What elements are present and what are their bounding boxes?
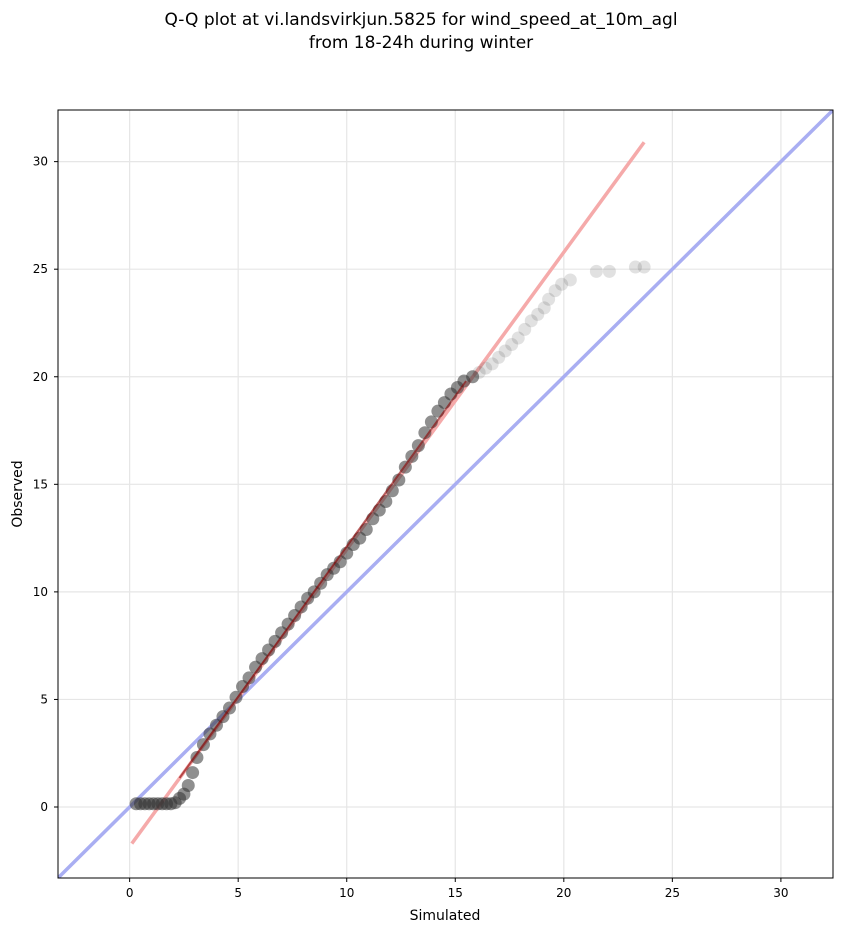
data-point (637, 260, 651, 274)
data-point (563, 273, 577, 287)
data-point (531, 307, 545, 321)
data-point (492, 350, 506, 364)
grid-lines (58, 110, 833, 878)
data-point (242, 671, 256, 685)
y-tick-label: 15 (33, 477, 48, 491)
data-point (589, 264, 603, 278)
data-point (505, 337, 519, 351)
x-tick-label: 0 (126, 886, 134, 900)
data-point (190, 751, 204, 765)
data-point (359, 522, 373, 536)
chart-title-line2: from 18-24h during winter (309, 33, 533, 53)
fit-line-overlay (178, 380, 467, 779)
data-point (418, 426, 432, 440)
data-point (542, 292, 556, 306)
data-point (186, 766, 200, 780)
data-point (518, 322, 532, 336)
data-point (498, 344, 512, 358)
y-tick-label: 30 (33, 155, 48, 169)
data-point (466, 370, 480, 384)
y-tick-label: 0 (40, 800, 48, 814)
plot-area (58, 110, 833, 878)
x-tick-label: 15 (448, 886, 463, 900)
data-point (548, 284, 562, 298)
data-point (537, 301, 551, 315)
x-tick-label: 30 (773, 886, 788, 900)
identity-line (58, 110, 833, 878)
y-tick-label: 10 (33, 585, 48, 599)
x-tick-label: 20 (556, 886, 571, 900)
data-point (602, 264, 616, 278)
y-axis-label: Observed (10, 460, 26, 527)
data-point (628, 260, 642, 274)
data-point (181, 778, 195, 792)
data-point (524, 314, 538, 328)
y-tick-label: 5 (40, 692, 48, 706)
data-point (511, 331, 525, 345)
data-point (479, 361, 493, 375)
data-point (472, 365, 486, 379)
axis-ticks: 0 5 10 15 20 25 30 0 5 10 15 20 25 30 (33, 155, 789, 900)
x-tick-label: 10 (339, 886, 354, 900)
x-tick-label: 5 (234, 886, 242, 900)
chart-title-line1: Q-Q plot at vi.landsvirkjun.5825 for win… (164, 10, 677, 30)
data-point (392, 473, 406, 487)
x-tick-label: 25 (665, 886, 680, 900)
data-point (555, 277, 569, 291)
y-tick-label: 20 (33, 370, 48, 384)
y-tick-label: 25 (33, 262, 48, 276)
x-axis-label: Simulated (410, 908, 481, 924)
data-point (485, 357, 499, 371)
axes-frame (57, 109, 834, 879)
